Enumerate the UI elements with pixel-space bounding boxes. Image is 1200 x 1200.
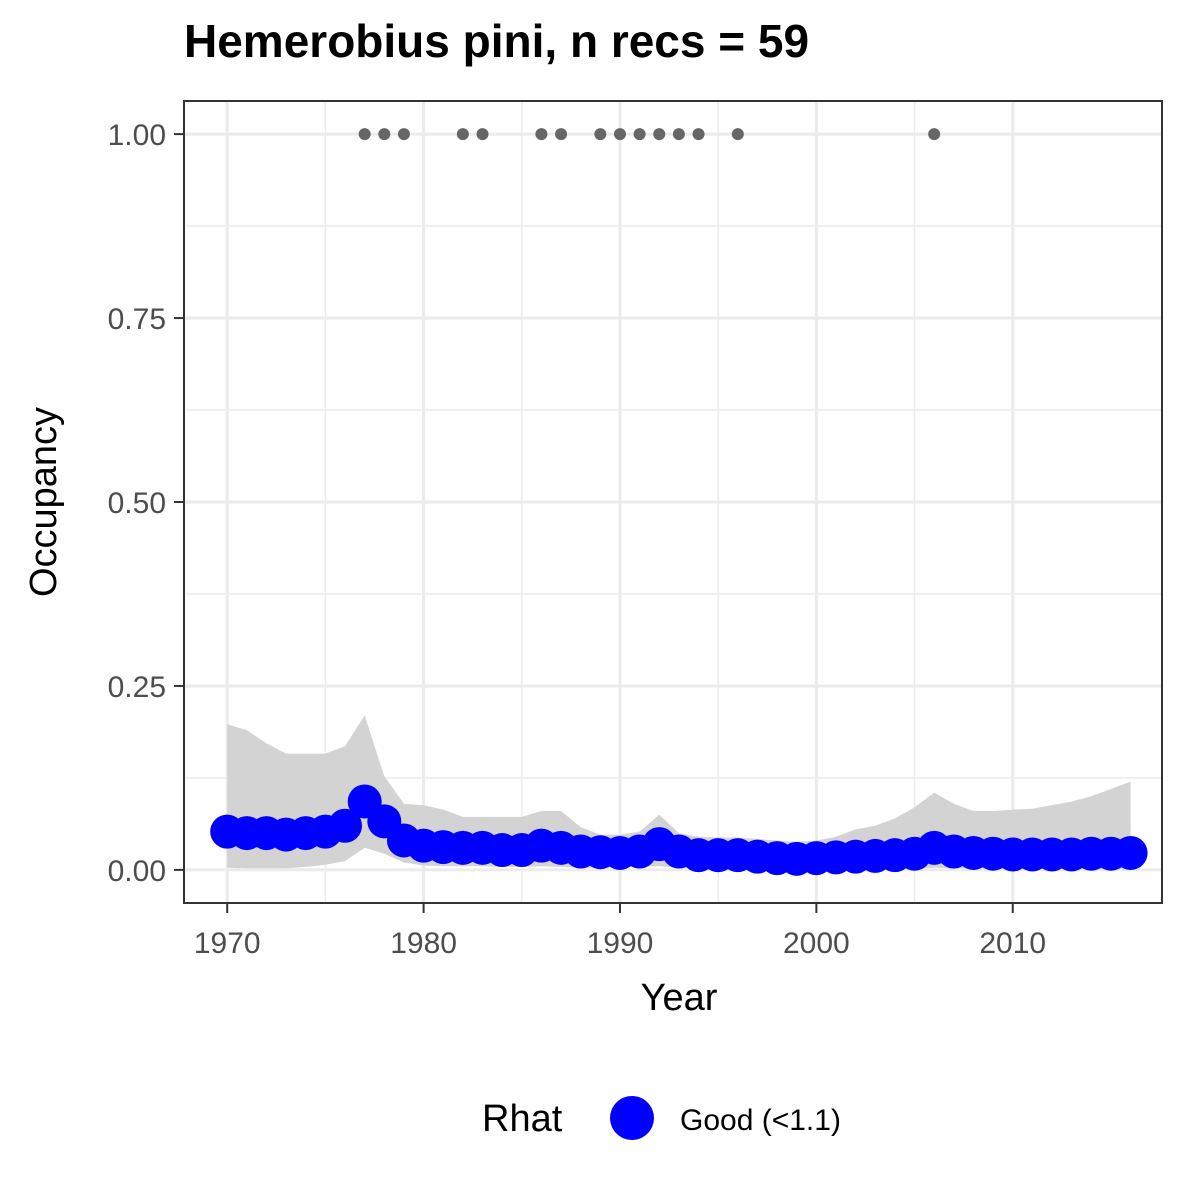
record-point bbox=[358, 128, 371, 141]
y-tick-label: 0.00 bbox=[108, 855, 166, 888]
x-tick-label: 2010 bbox=[979, 927, 1046, 960]
record-point bbox=[731, 128, 744, 141]
legend-title: Rhat bbox=[482, 1098, 563, 1140]
record-point bbox=[613, 128, 626, 141]
record-point bbox=[555, 128, 568, 141]
series-point bbox=[1113, 835, 1148, 870]
record-point bbox=[397, 128, 410, 141]
record-point bbox=[928, 128, 941, 141]
x-tick-label: 1990 bbox=[587, 927, 654, 960]
record-point bbox=[535, 128, 548, 141]
y-axis-title: Occupancy bbox=[23, 407, 65, 597]
chart-title: Hemerobius pini, n recs = 59 bbox=[184, 15, 810, 67]
record-point bbox=[633, 128, 646, 141]
record-point bbox=[476, 128, 489, 141]
occupancy-series bbox=[210, 784, 1148, 876]
y-tick-label: 0.50 bbox=[108, 487, 166, 520]
record-points bbox=[358, 128, 941, 141]
x-tick-label: 1970 bbox=[194, 927, 261, 960]
legend-key-good-icon bbox=[610, 1096, 654, 1140]
x-tick-label: 2000 bbox=[783, 927, 850, 960]
x-axis-ticks: 1970 1980 1990 2000 2010 bbox=[194, 903, 1046, 960]
y-tick-label: 0.25 bbox=[108, 671, 166, 704]
legend-label-good: Good (<1.1) bbox=[680, 1104, 841, 1137]
y-tick-label: 0.75 bbox=[108, 303, 166, 336]
y-axis-ticks: 0.00 0.25 0.50 0.75 1.00 bbox=[108, 119, 184, 888]
credible-interval-band bbox=[227, 715, 1131, 870]
grid-major bbox=[184, 101, 1162, 903]
series-point bbox=[328, 808, 363, 843]
record-point bbox=[672, 128, 685, 141]
record-point bbox=[692, 128, 705, 141]
record-point bbox=[456, 128, 469, 141]
y-tick-label: 1.00 bbox=[108, 119, 166, 152]
legend: Rhat Good (<1.1) bbox=[0, 1090, 1200, 1150]
record-point bbox=[594, 128, 607, 141]
x-tick-label: 1980 bbox=[390, 927, 457, 960]
ci-band-area bbox=[227, 715, 1131, 870]
x-axis-title: Year bbox=[641, 977, 718, 1019]
record-point bbox=[653, 128, 666, 141]
record-point bbox=[378, 128, 391, 141]
